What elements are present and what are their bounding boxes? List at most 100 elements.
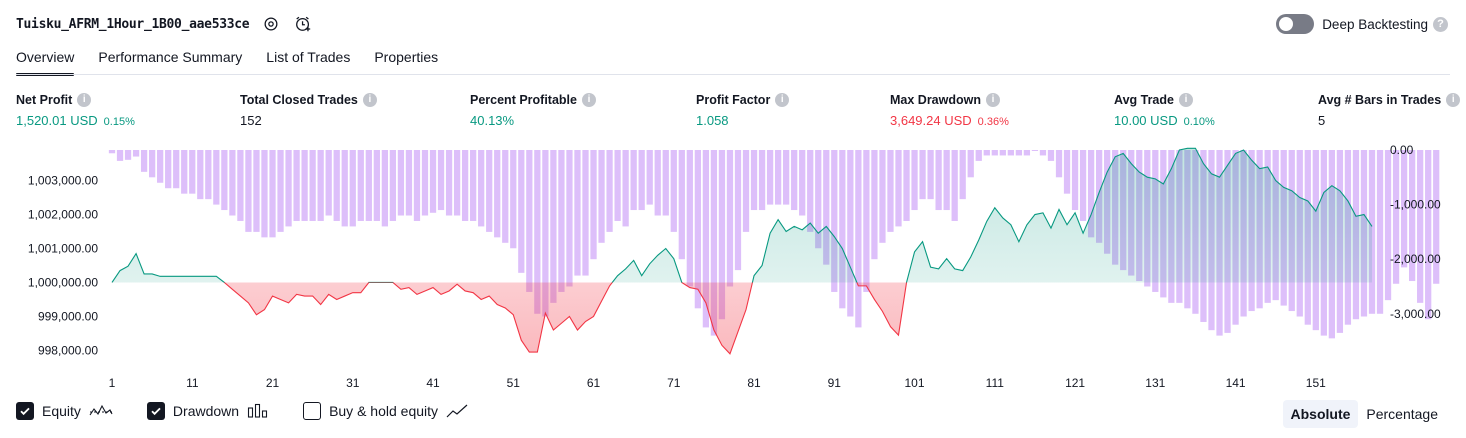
- drawdown-bar: [887, 150, 894, 232]
- deep-backtesting-toggle[interactable]: [1276, 14, 1315, 34]
- deep-backtesting-control: Deep Backtesting ?: [1276, 14, 1448, 34]
- drawdown-bar: [598, 150, 605, 243]
- equity-label: Equity: [42, 403, 81, 419]
- drawdown-bar: [189, 150, 196, 194]
- checkbox-checked-icon[interactable]: [16, 402, 34, 420]
- stat-value: 3,649.24 USD: [890, 113, 972, 128]
- drawdown-bar: [967, 150, 974, 178]
- tab-properties[interactable]: Properties: [374, 49, 439, 65]
- report-tabs: Overview Performance Summary List of Tra…: [16, 46, 462, 76]
- stat-value: 5: [1318, 113, 1326, 128]
- drawdown-bar: [1039, 150, 1047, 156]
- drawdown-bar: [213, 150, 220, 205]
- buy-hold-equity-checkbox[interactable]: Buy & hold equity: [303, 402, 470, 420]
- drawdown-bar: [542, 150, 549, 317]
- drawdown-bar: [911, 150, 918, 211]
- x-axis-tick-label: 121: [1065, 376, 1085, 390]
- x-axis-tick-label: 151: [1306, 376, 1326, 390]
- tab-overview[interactable]: Overview: [16, 46, 75, 76]
- info-icon[interactable]: i: [1446, 93, 1461, 107]
- x-axis-tick-label: 11: [186, 376, 199, 390]
- drawdown-bar: [237, 150, 244, 221]
- drawdown-bar: [638, 150, 645, 211]
- drawdown-bar: [807, 150, 814, 232]
- tab-performance-summary[interactable]: Performance Summary: [98, 49, 243, 65]
- right-axis-tick-label: -1,000.00: [1390, 198, 1441, 212]
- drawdown-bar: [502, 150, 509, 243]
- drawdown-bar: [309, 150, 316, 221]
- drawdown-bar: [277, 150, 284, 232]
- drawdown-bar: [1087, 150, 1095, 238]
- drawdown-bar: [622, 150, 629, 227]
- stat-label: Percent Profitable: [470, 93, 577, 107]
- absolute-button[interactable]: Absolute: [1282, 400, 1359, 428]
- drawdown-bar: [149, 150, 156, 178]
- x-axis-tick-label: 1: [109, 376, 116, 390]
- drawdown-bar: [1007, 150, 1014, 156]
- drawdown-bar: [791, 150, 798, 211]
- x-axis-tick-label: 141: [1226, 376, 1246, 390]
- drawdown-bar: [710, 150, 718, 336]
- help-icon[interactable]: ?: [1433, 16, 1448, 32]
- drawdown-bar: [758, 150, 766, 211]
- x-axis-tick-label: 71: [667, 376, 681, 390]
- drawdown-bar: [221, 150, 228, 211]
- drawdown-bar: [1071, 150, 1079, 211]
- drawdown-bar: [943, 150, 950, 211]
- drawdown-bar: [1417, 150, 1424, 303]
- left-axis-tick-label: 1,001,000.00: [28, 242, 98, 256]
- drawdown-checkbox[interactable]: Drawdown: [146, 402, 269, 420]
- equity-drawdown-chart[interactable]: 1,003,000.00 1,002,000.00 1,001,000.00 1,00…: [0, 140, 1466, 395]
- drawdown-bar: [815, 150, 822, 249]
- drawdown-bar: [405, 150, 413, 216]
- right-axis-tick-label: -3,000.00: [1390, 307, 1441, 321]
- drawdown-bar: [245, 150, 252, 232]
- left-axis-tick-label: 998,000.00: [38, 343, 98, 357]
- drawdown-bar: [678, 150, 685, 260]
- drawdown-bar: [799, 150, 806, 216]
- left-axis-tick-label: 1,000,000.00: [28, 276, 98, 290]
- drawdown-bar: [895, 150, 902, 227]
- drawdown-bar: [381, 150, 388, 227]
- checkbox-unchecked-icon[interactable]: [303, 402, 322, 420]
- left-axis-tick-label: 999,000.00: [38, 309, 98, 323]
- add-alert-clock-icon[interactable]: [293, 14, 313, 34]
- info-icon[interactable]: i: [581, 93, 596, 107]
- drawdown-bar: [558, 150, 565, 292]
- drawdown-bar: [197, 150, 204, 200]
- drawdown-bar: [1055, 150, 1063, 178]
- drawdown-bar: [1409, 150, 1416, 282]
- drawdown-bar: [831, 150, 838, 292]
- stat-value: 40.13%: [470, 113, 515, 128]
- stat-percent: 0.10%: [1183, 116, 1215, 128]
- info-icon[interactable]: i: [775, 93, 790, 107]
- info-icon[interactable]: i: [77, 93, 92, 107]
- drawdown-bar: [590, 150, 597, 260]
- drawdown-bar: [461, 150, 469, 221]
- info-icon[interactable]: i: [986, 93, 1000, 107]
- equity-line-down: [111, 282, 908, 355]
- info-icon[interactable]: i: [1178, 93, 1193, 107]
- equity-area-down: [112, 282, 1372, 354]
- drawdown-bar: [839, 150, 846, 309]
- drawdown-bar: [108, 150, 116, 154]
- stat-label: Profit Factor: [696, 93, 771, 107]
- drawdown-bar: [574, 150, 581, 276]
- settings-gear-icon[interactable]: [261, 14, 281, 34]
- drawdown-bar: [261, 150, 268, 238]
- percentage-button[interactable]: Percentage: [1366, 406, 1438, 422]
- drawdown-bar: [317, 150, 324, 221]
- drawdown-bar: [927, 150, 934, 200]
- info-icon[interactable]: i: [362, 93, 377, 107]
- stat-percent: 0.36%: [977, 116, 1009, 128]
- drawdown-bar: [486, 150, 493, 232]
- checkbox-checked-icon[interactable]: [146, 402, 165, 420]
- drawdown-bar: [132, 150, 140, 157]
- drawdown-bar: [269, 150, 276, 238]
- x-axis-tick-label: 41: [426, 376, 440, 390]
- equity-checkbox[interactable]: Equity: [16, 402, 113, 420]
- stat-avg-bars-in-trades: Avg # Bars in Trades i 5: [1318, 93, 1461, 128]
- tab-list-of-trades[interactable]: List of Trades: [266, 49, 351, 65]
- x-axis-tick-label: 131: [1145, 376, 1165, 390]
- drawdown-bar: [1079, 150, 1087, 221]
